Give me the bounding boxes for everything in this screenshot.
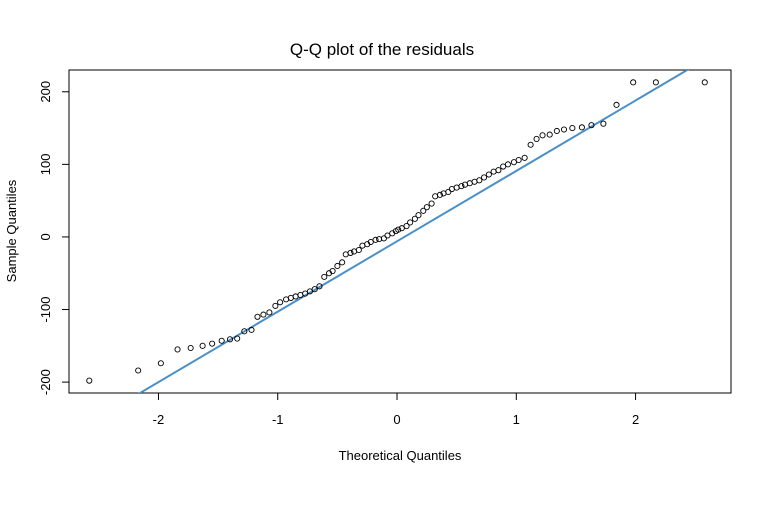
data-point <box>347 249 354 256</box>
data-point <box>260 311 267 318</box>
data-point <box>272 302 279 309</box>
data-point <box>533 135 540 143</box>
y-tick-label: 0 <box>38 233 53 240</box>
x-tick-label: -2 <box>153 412 165 427</box>
y-tick-label: -100 <box>38 297 53 323</box>
data-point <box>420 207 427 214</box>
data-point <box>334 262 341 270</box>
data-point <box>398 225 405 232</box>
data-point <box>504 161 511 168</box>
data-point <box>411 215 418 222</box>
data-point <box>302 290 309 297</box>
data-point <box>199 342 206 349</box>
x-tick-label: 2 <box>632 412 639 427</box>
data-point <box>226 336 234 343</box>
data-point <box>560 126 568 133</box>
data-point <box>495 167 502 174</box>
data-point <box>367 238 374 246</box>
data-point <box>423 204 430 211</box>
y-axis-label: Sample Quantiles <box>4 179 19 282</box>
data-point <box>539 132 546 139</box>
data-point <box>428 200 435 207</box>
data-point <box>380 235 387 242</box>
data-point <box>339 259 346 266</box>
data-point <box>546 131 553 138</box>
data-point <box>701 79 708 86</box>
data-point <box>187 344 194 352</box>
data-point <box>209 340 216 347</box>
data-point <box>458 183 465 190</box>
data-point <box>403 223 410 230</box>
data-point <box>218 337 225 344</box>
data-point <box>600 120 607 127</box>
x-axis: -2 -1 0 1 2 <box>153 392 639 427</box>
data-point <box>510 159 517 166</box>
x-tick-label: 0 <box>393 412 400 427</box>
data-point <box>500 163 507 170</box>
data-point <box>355 246 362 254</box>
data-point <box>569 125 576 132</box>
x-axis-label: Theoretical Quantiles <box>339 448 462 463</box>
data-point <box>372 236 379 243</box>
data-point <box>481 174 488 181</box>
y-axis: -200 -100 0 100 200 <box>38 81 70 395</box>
data-point <box>630 79 637 86</box>
data-point <box>652 79 659 86</box>
data-point <box>445 188 452 195</box>
data-point <box>135 367 142 374</box>
x-tick-label: -1 <box>272 412 284 427</box>
data-point <box>321 273 328 280</box>
data-point <box>436 191 444 198</box>
data-point <box>395 226 402 233</box>
data-point <box>578 124 585 131</box>
data-point <box>316 283 323 290</box>
data-point <box>515 156 522 164</box>
y-tick-label: -200 <box>38 369 53 395</box>
data-point <box>553 127 560 135</box>
reference-line <box>138 70 690 393</box>
y-tick-label: 200 <box>38 81 53 103</box>
data-point <box>234 335 241 342</box>
data-point <box>407 219 414 226</box>
data-point <box>613 101 620 108</box>
data-point <box>485 171 492 178</box>
data-point <box>86 377 93 384</box>
x-tick-label: 1 <box>513 412 520 427</box>
data-point <box>174 346 181 353</box>
data-point <box>306 288 313 295</box>
data-point <box>311 286 318 293</box>
chart-title: Q-Q plot of the residuals <box>290 40 474 59</box>
data-point <box>527 141 534 148</box>
data-point <box>476 177 483 184</box>
data-point <box>384 232 391 239</box>
data-point <box>521 154 528 161</box>
data-point <box>266 309 273 316</box>
data-point <box>241 328 248 335</box>
data-point <box>254 313 261 320</box>
data-point <box>157 360 164 367</box>
y-tick-label: 100 <box>38 154 53 176</box>
data-point <box>277 299 284 306</box>
data-point <box>248 326 255 333</box>
data-point <box>415 212 422 219</box>
data-point <box>588 122 595 129</box>
data-point <box>329 268 336 275</box>
